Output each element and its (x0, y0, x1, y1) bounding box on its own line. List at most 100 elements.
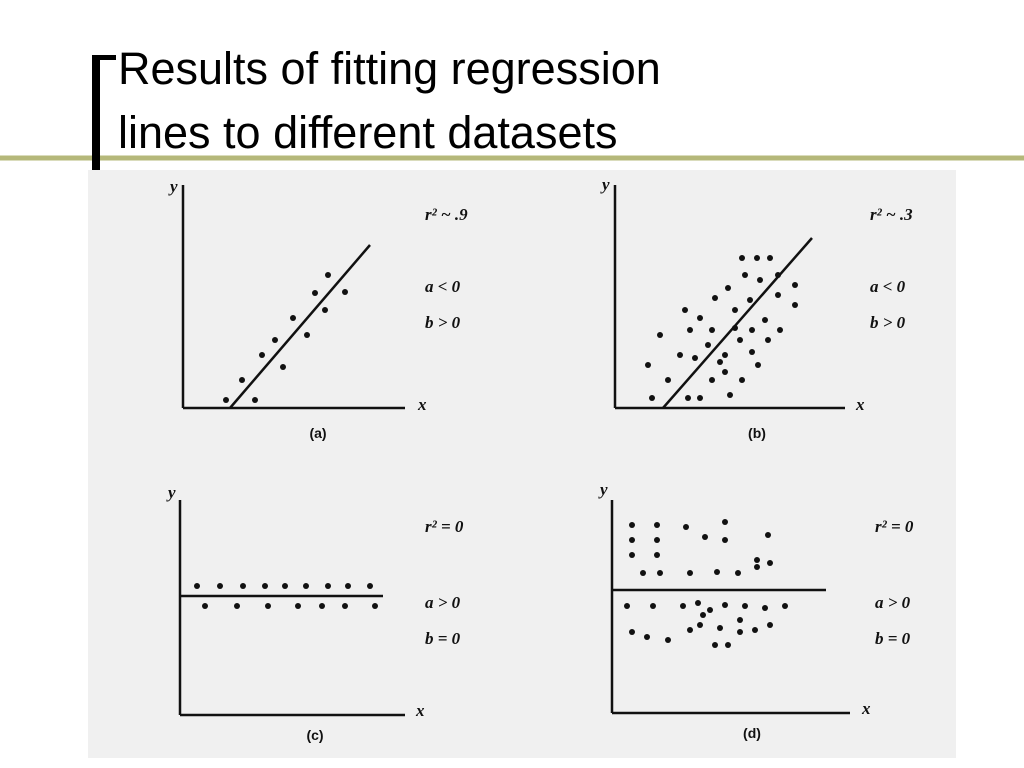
panel-label: (b) (748, 425, 766, 441)
data-dot (732, 307, 738, 313)
data-dot (657, 570, 663, 576)
data-dot (767, 255, 773, 261)
data-dot (629, 629, 635, 635)
data-dot (683, 524, 689, 530)
data-dot (665, 377, 671, 383)
data-dot (640, 570, 646, 576)
data-dot (737, 617, 743, 623)
data-dot (685, 395, 691, 401)
data-dot (722, 602, 728, 608)
annotation: r² ~ .3 (870, 205, 913, 224)
data-dot (239, 377, 245, 383)
data-dot (304, 332, 310, 338)
data-dot (742, 603, 748, 609)
data-dot (687, 570, 693, 576)
data-dot (342, 603, 348, 609)
data-dot (654, 552, 660, 558)
data-dot (252, 397, 258, 403)
data-dot (280, 364, 286, 370)
data-dot (372, 603, 378, 609)
data-dot (687, 327, 693, 333)
data-dot (737, 629, 743, 635)
data-dot (629, 522, 635, 528)
data-dot (762, 317, 768, 323)
data-dot (695, 600, 701, 606)
data-dot (265, 603, 271, 609)
data-dot (792, 282, 798, 288)
regression-line (229, 244, 371, 409)
data-dot (707, 607, 713, 613)
annotation: a < 0 (870, 277, 906, 296)
data-dot (705, 342, 711, 348)
data-dot (194, 583, 200, 589)
data-dot (775, 292, 781, 298)
data-dot (295, 603, 301, 609)
data-dot (654, 537, 660, 543)
data-dot (722, 352, 728, 358)
data-dot (762, 605, 768, 611)
data-dot (645, 362, 651, 368)
data-dot (202, 603, 208, 609)
data-dot (325, 583, 331, 589)
y-axis-label: y (600, 175, 610, 194)
data-dot (777, 327, 783, 333)
data-dot (725, 285, 731, 291)
data-dot (312, 290, 318, 296)
data-dot (272, 337, 278, 343)
data-dot (725, 642, 731, 648)
data-dot (697, 622, 703, 628)
data-dot (775, 272, 781, 278)
data-dot (234, 603, 240, 609)
data-dot (259, 352, 265, 358)
data-dot (692, 355, 698, 361)
data-dot (732, 325, 738, 331)
data-dot (747, 297, 753, 303)
data-dot (739, 255, 745, 261)
data-dot (757, 277, 763, 283)
annotation: r² = 0 (875, 517, 914, 536)
data-dot (687, 627, 693, 633)
data-dot (680, 603, 686, 609)
data-dot (657, 332, 663, 338)
annotation: a > 0 (875, 593, 911, 612)
data-dot (767, 622, 773, 628)
data-dot (735, 570, 741, 576)
annotation: b > 0 (425, 313, 461, 332)
data-dot (782, 603, 788, 609)
data-dot (754, 564, 760, 570)
data-dot (322, 307, 328, 313)
data-dot (739, 377, 745, 383)
data-dot (722, 369, 728, 375)
data-dot (712, 295, 718, 301)
data-dot (629, 537, 635, 543)
bracket-top (92, 55, 116, 60)
annotation: a > 0 (425, 593, 461, 612)
data-dot (722, 537, 728, 543)
data-dot (754, 255, 760, 261)
data-dot (765, 337, 771, 343)
data-dot (767, 560, 773, 566)
data-dot (290, 315, 296, 321)
data-dot (727, 392, 733, 398)
data-dot (677, 352, 683, 358)
data-dot (752, 627, 758, 633)
data-dot (223, 397, 229, 403)
data-dot (665, 637, 671, 643)
data-dot (262, 583, 268, 589)
x-axis-label: x (415, 701, 425, 720)
data-dot (629, 552, 635, 558)
y-axis-label: y (166, 483, 176, 502)
data-dot (367, 583, 373, 589)
panel-label: (d) (743, 725, 761, 741)
bracket (92, 55, 100, 170)
panel-label: (c) (306, 727, 323, 743)
title-line: lines to different datasets (118, 107, 617, 158)
data-dot (319, 603, 325, 609)
data-dot (749, 349, 755, 355)
data-dot (709, 327, 715, 333)
data-dot (644, 634, 650, 640)
data-dot (749, 327, 755, 333)
data-dot (714, 569, 720, 575)
